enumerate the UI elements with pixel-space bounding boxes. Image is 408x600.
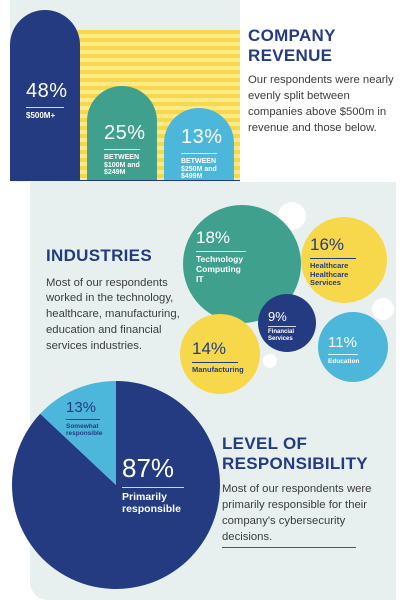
- pie-label-line1: Somewhat: [66, 423, 99, 430]
- bar-baseline: [10, 180, 240, 181]
- bubble-manufacturing: [180, 314, 260, 394]
- pie-label-primary: 87% Primarily responsible: [122, 453, 202, 515]
- revenue-bar-500m-plus: 48% $500M+: [10, 10, 80, 180]
- revenue-section: COMPANY REVENUE Our respondents were nea…: [248, 26, 398, 136]
- revenue-description: Our respondents were nearly evenly split…: [248, 74, 394, 134]
- bubble-education: [318, 312, 388, 382]
- bar-label-line1: BETWEEN: [104, 154, 139, 161]
- bubble-label: Manufacturing: [192, 365, 244, 374]
- pie-percent: 13%: [66, 399, 97, 416]
- decor-circle: [263, 354, 277, 368]
- revenue-bar-250m-499m: 13% BETWEEN $250M and $499M: [164, 108, 234, 180]
- bubble-rule: [196, 251, 246, 252]
- bar-label-line1: BETWEEN: [181, 158, 216, 165]
- bubble-rule: [192, 362, 238, 363]
- bubble-rule: [328, 354, 358, 355]
- bar-label-line3: $249M: [104, 169, 126, 177]
- bar-label-line2: $250M and: [181, 165, 217, 173]
- responsibility-pie: [12, 381, 220, 589]
- revenue-title: COMPANY REVENUE: [248, 26, 398, 65]
- bar-rule: [26, 107, 64, 108]
- bar-label-line3: $499M: [181, 173, 203, 181]
- bar-label-line2: $100M and: [104, 161, 140, 169]
- pie-percent: 87%: [122, 453, 175, 483]
- revenue-title-line1: COMPANY: [248, 26, 336, 45]
- bubble-percent: 9%: [268, 309, 287, 324]
- bubble-financial-text: 9% Financial Services: [268, 309, 313, 343]
- pie-label-line1: Primarily: [122, 491, 167, 503]
- bubble-label-line2: Computing: [196, 263, 241, 274]
- bar-rule: [181, 153, 217, 154]
- divider-line: [222, 547, 356, 548]
- responsibility-title-line1: LEVEL OF: [222, 434, 308, 453]
- bubble-label-line2: Services: [268, 335, 293, 342]
- pie-slice-primarily-responsible: [12, 381, 220, 589]
- responsibility-description: Most of our respondents were primarily r…: [222, 483, 372, 543]
- bubble-label-line1: Technology: [196, 254, 244, 264]
- bubble-label: Education: [328, 358, 360, 365]
- responsibility-section: LEVEL OF RESPONSIBILITY Most of our resp…: [222, 434, 372, 545]
- bubble-healthcare-text: 16% Healthcare Healthcare Services: [310, 235, 380, 288]
- bar-percent: 13%: [181, 126, 223, 148]
- bubble-healthcare: [301, 217, 387, 303]
- pie-label-line2: responsible: [122, 503, 181, 516]
- bubble-rule: [310, 258, 356, 259]
- bar-rule: [104, 149, 140, 150]
- bubble-percent: 18%: [196, 228, 231, 247]
- pie-label-somewhat: 13% Somewhat responsible: [66, 399, 116, 438]
- bubble-percent: 16%: [310, 235, 345, 254]
- bubble-label-line3: IT: [196, 273, 204, 284]
- revenue-title-line2: REVENUE: [248, 45, 333, 65]
- decor-circle: [372, 298, 394, 320]
- bar-percent: 48%: [26, 80, 68, 102]
- bubble-label-line1: Financial: [268, 329, 295, 335]
- revenue-bar-100m-249m: 25% BETWEEN $100M and $249M: [87, 86, 157, 180]
- bubble-percent: 11%: [328, 334, 357, 351]
- pie-rule: [122, 487, 184, 488]
- pie-label-line2: responsible: [66, 430, 103, 438]
- pie-slice-somewhat-responsible: [40, 381, 116, 485]
- bubble-rule: [268, 326, 296, 327]
- bubble-percent: 14%: [192, 339, 227, 358]
- bubble-financial: [258, 294, 316, 352]
- bubble-technology-text: 18% Technology Computing IT: [196, 228, 276, 284]
- bar-label: $500M+: [26, 111, 56, 120]
- bar-percent: 25%: [104, 122, 146, 144]
- bubble-manufacturing-text: 14% Manufacturing: [192, 339, 252, 375]
- bubble-label-line2: Healthcare: [310, 269, 349, 279]
- responsibility-title: LEVEL OF RESPONSIBILITY: [222, 434, 372, 473]
- bubble-label-line3: Services: [310, 278, 341, 288]
- bubble-education-text: 11% Education: [328, 334, 378, 365]
- industries-section: INDUSTRIES Most of our respondents worke…: [46, 246, 196, 355]
- responsibility-title-line2: RESPONSIBILITY: [222, 453, 368, 473]
- pie-rule: [66, 419, 100, 420]
- bubble-label-line1: Healthcare: [310, 261, 349, 270]
- industries-description: Most of our respondents worked in the te…: [46, 276, 180, 352]
- industries-title: INDUSTRIES: [46, 246, 152, 265]
